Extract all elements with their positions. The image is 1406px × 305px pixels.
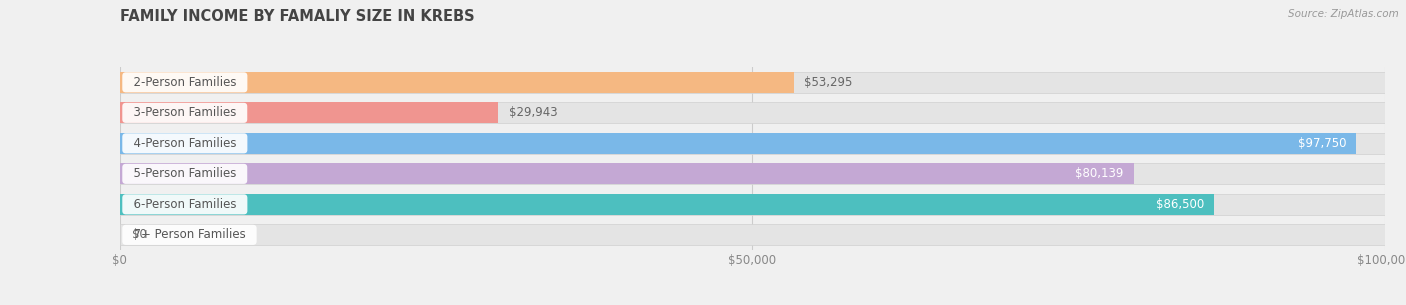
Text: 6-Person Families: 6-Person Families: [127, 198, 243, 211]
Text: $29,943: $29,943: [509, 106, 557, 119]
Bar: [120, 224, 1385, 245]
Bar: [120, 102, 1385, 123]
Bar: [120, 194, 1215, 215]
Text: Source: ZipAtlas.com: Source: ZipAtlas.com: [1288, 9, 1399, 19]
Text: FAMILY INCOME BY FAMALIY SIZE IN KREBS: FAMILY INCOME BY FAMALIY SIZE IN KREBS: [120, 9, 474, 24]
Bar: [120, 194, 1385, 215]
Text: $86,500: $86,500: [1156, 198, 1204, 211]
Bar: [120, 72, 794, 93]
Text: 4-Person Families: 4-Person Families: [127, 137, 243, 150]
Bar: [120, 72, 1385, 93]
Bar: [120, 133, 1357, 154]
Bar: [120, 133, 1385, 154]
Bar: [120, 102, 498, 123]
Text: 5-Person Families: 5-Person Families: [127, 167, 243, 180]
Bar: [120, 163, 1385, 184]
Text: $80,139: $80,139: [1076, 167, 1123, 180]
Bar: [120, 163, 1133, 184]
Text: $53,295: $53,295: [804, 76, 852, 89]
Text: $97,750: $97,750: [1298, 137, 1347, 150]
Text: 7+ Person Families: 7+ Person Families: [127, 228, 253, 241]
Text: 3-Person Families: 3-Person Families: [127, 106, 243, 119]
Text: 2-Person Families: 2-Person Families: [127, 76, 243, 89]
Text: $0: $0: [132, 228, 148, 241]
